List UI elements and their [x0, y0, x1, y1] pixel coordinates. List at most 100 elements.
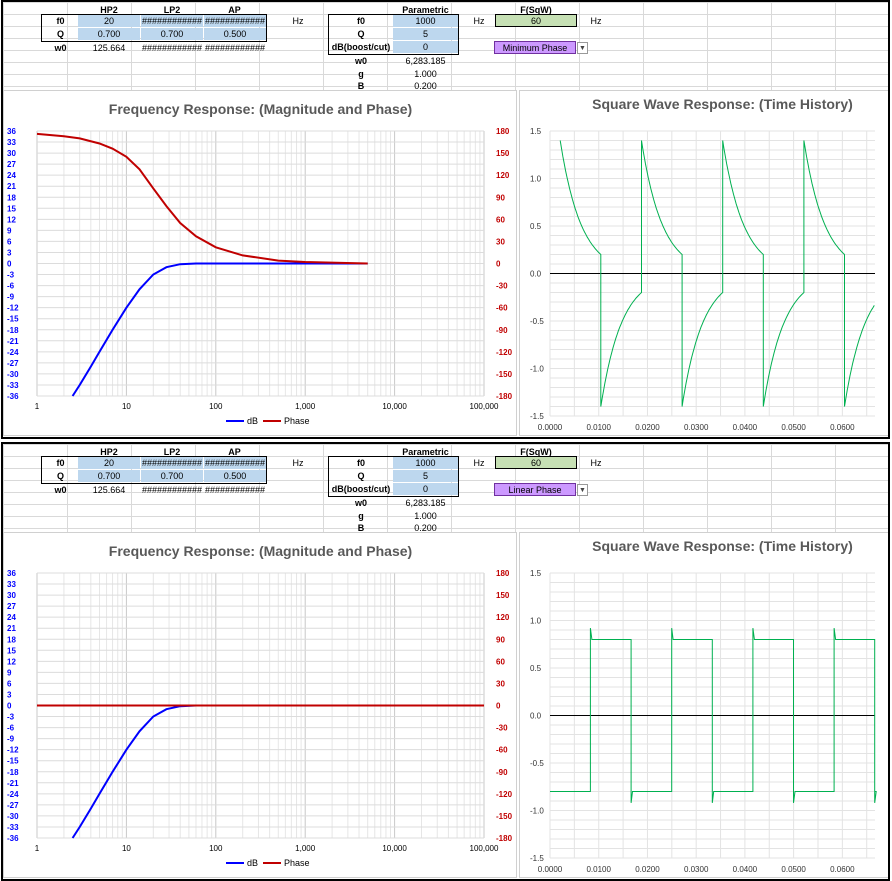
- y-left-tick-label: 24: [7, 171, 16, 180]
- param-label-q: Q: [357, 471, 365, 481]
- param-g-cell: 1.000: [414, 69, 437, 79]
- y-left-tick-label: -6: [7, 282, 15, 291]
- hp2-w0-cell: 125.664: [92, 485, 126, 495]
- hz-label-3: Hz: [590, 458, 602, 468]
- phase-mode-dropdown[interactable]: Minimum Phase: [494, 41, 576, 54]
- frequency-response-svg: Frequency Response: (Magnitude and Phase…: [7, 543, 513, 868]
- x-tick-label: 0.0100: [586, 865, 611, 874]
- x-tick-label: 0.0400: [733, 865, 758, 874]
- param-q-cell[interactable]: 5: [393, 28, 458, 40]
- param-label-w0: w0: [354, 56, 367, 66]
- lp2-q-cell[interactable]: 0.700: [141, 28, 203, 40]
- header-fsqw: F(SqW): [520, 5, 552, 15]
- y-left-tick-label: -12: [7, 746, 19, 755]
- y-left-tick-label: 24: [7, 613, 16, 622]
- y-left-tick-label: 27: [7, 160, 16, 169]
- x-tick-label: 0.0500: [781, 865, 806, 874]
- y-left-tick-label: -18: [7, 326, 19, 335]
- square-wave-chart: Square Wave Response: (Time History) 1.5 1…: [519, 90, 888, 436]
- y-right-tick-label: 150: [496, 591, 510, 600]
- y-left-tick-label: -36: [7, 392, 19, 401]
- y-right-tick-label: 180: [496, 569, 510, 578]
- y-tick-label: -1.0: [530, 365, 544, 374]
- y-left-tick-label: 6: [7, 679, 12, 688]
- row-label-w0: w0: [54, 485, 67, 495]
- param-f0-cell[interactable]: 1000: [393, 457, 458, 469]
- panel-minimum-phase: HP2 LP2 AP f0 20 ############ ##########…: [1, 0, 890, 439]
- chevron-down-icon[interactable]: ▼: [577, 484, 588, 496]
- y-right-tick-label: 30: [496, 679, 505, 688]
- chevron-down-icon[interactable]: ▼: [577, 42, 588, 54]
- param-label-f0: f0: [356, 458, 365, 468]
- lp2-w0-cell: ############: [141, 485, 203, 495]
- panel-linear-phase: HP2 LP2 AP f0 20 ############ ##########…: [1, 442, 890, 881]
- phase-mode-dropdown[interactable]: Linear Phase: [494, 483, 576, 496]
- header-lp2: LP2: [163, 5, 181, 15]
- x-tick-label: 1: [35, 844, 40, 853]
- x-tick-label: 0.0000: [538, 865, 563, 874]
- y-left-tick-label: -24: [7, 348, 19, 357]
- fsqw-cell[interactable]: 60: [495, 14, 577, 27]
- hz-label-3: Hz: [590, 16, 602, 26]
- param-b-cell: 0.200: [414, 81, 437, 91]
- param-f0-cell[interactable]: 1000: [393, 15, 458, 27]
- lp2-f0-cell[interactable]: ############: [141, 15, 203, 27]
- chart-title: Frequency Response: (Magnitude and Phase…: [109, 101, 412, 117]
- hp2-w0-cell: 125.664: [92, 43, 126, 53]
- hz-label-1: Hz: [292, 16, 304, 26]
- y-right-tick-label: -60: [496, 746, 508, 755]
- y-left-tick-label: -33: [7, 823, 19, 832]
- y-right-tick-label: 120: [496, 613, 510, 622]
- row-label-q: Q: [56, 29, 64, 39]
- y-left-tick-label: -9: [7, 735, 15, 744]
- x-tick-label: 100: [209, 844, 223, 853]
- x-tick-label: 0.0600: [830, 865, 855, 874]
- ap-q-cell[interactable]: 0.500: [204, 470, 266, 482]
- ap-f0-cell[interactable]: ############: [204, 457, 266, 469]
- y-tick-label: -1.5: [530, 412, 544, 421]
- hz-label-1: Hz: [292, 458, 304, 468]
- y-left-tick-label: 0: [7, 260, 12, 269]
- y-left-tick-label: -21: [7, 337, 19, 346]
- lp2-f0-cell[interactable]: ############: [141, 457, 203, 469]
- y-right-tick-label: 150: [496, 149, 510, 158]
- y-right-tick-label: -30: [496, 282, 508, 291]
- y-right-tick-label: -120: [496, 790, 513, 799]
- y-left-tick-label: 3: [7, 248, 12, 257]
- x-tick-label: 1,000: [295, 402, 316, 411]
- hp2-f0-cell[interactable]: 20: [78, 15, 140, 27]
- x-tick-label: 100,000: [470, 402, 499, 411]
- param-b-cell: 0.200: [414, 523, 437, 533]
- hp2-q-cell[interactable]: 0.700: [78, 470, 140, 482]
- hp2-f0-cell[interactable]: 20: [78, 457, 140, 469]
- y-left-tick-label: 6: [7, 237, 12, 246]
- param-q-cell[interactable]: 5: [393, 470, 458, 482]
- fsqw-cell[interactable]: 60: [495, 456, 577, 469]
- square-wave-line: [550, 628, 877, 803]
- lp2-w0-cell: ############: [141, 43, 203, 53]
- chart-title: Frequency Response: (Magnitude and Phase…: [109, 543, 412, 559]
- param-db-cell[interactable]: 0: [393, 41, 458, 53]
- lp2-q-cell[interactable]: 0.700: [141, 470, 203, 482]
- row-label-f0: f0: [56, 458, 65, 468]
- ap-f0-cell[interactable]: ############: [204, 15, 266, 27]
- y-left-tick-label: -30: [7, 370, 19, 379]
- square-wave-line: [559, 140, 875, 407]
- ap-q-cell[interactable]: 0.500: [204, 28, 266, 40]
- x-tick-label: 0.0000: [538, 423, 563, 432]
- y-left-tick-label: -6: [7, 724, 15, 733]
- y-right-tick-label: -120: [496, 348, 513, 357]
- param-db-cell[interactable]: 0: [393, 483, 458, 495]
- param-label-db: dB(boost/cut): [331, 484, 391, 494]
- y-tick-label: 1.5: [530, 569, 542, 578]
- x-tick-label: 0.0100: [586, 423, 611, 432]
- hp2-q-cell[interactable]: 0.700: [78, 28, 140, 40]
- y-left-tick-label: -15: [7, 315, 19, 324]
- frequency-response-svg: Frequency Response: (Magnitude and Phase…: [7, 101, 513, 426]
- y-left-tick-label: 30: [7, 591, 16, 600]
- legend-label-phase: Phase: [284, 416, 310, 426]
- y-right-tick-label: 0: [496, 702, 501, 711]
- y-right-tick-label: -180: [496, 392, 513, 401]
- x-tick-label: 1,000: [295, 844, 316, 853]
- y-left-tick-label: 21: [7, 182, 16, 191]
